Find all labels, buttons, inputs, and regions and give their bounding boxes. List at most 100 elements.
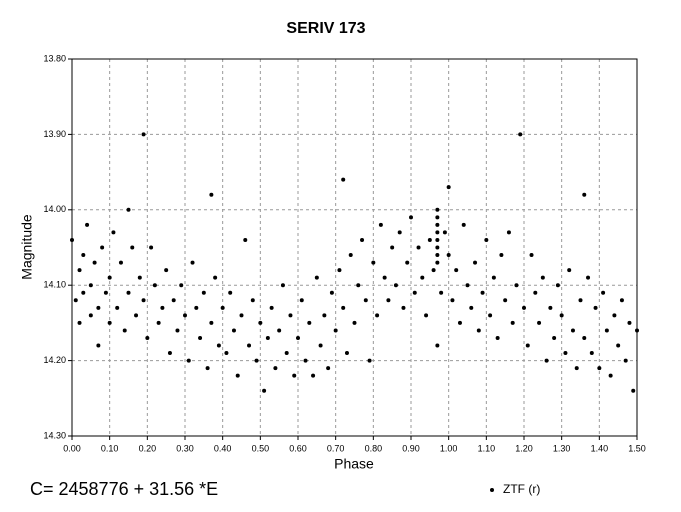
data-point — [435, 222, 440, 227]
legend-label: ZTF (r) — [503, 482, 540, 496]
data-point — [167, 351, 172, 356]
data-point — [461, 222, 466, 227]
data-point — [303, 358, 308, 363]
x-tick-label: 0.60 — [289, 443, 307, 453]
data-point — [427, 237, 432, 242]
data-point — [375, 313, 380, 318]
data-point — [623, 358, 628, 363]
data-point — [484, 237, 489, 242]
data-point — [111, 230, 116, 235]
data-point — [593, 305, 598, 310]
data-point — [81, 290, 86, 295]
data-point — [190, 260, 195, 265]
data-point — [635, 328, 639, 333]
data-point — [612, 313, 617, 318]
data-point — [88, 313, 93, 318]
data-point — [574, 366, 579, 371]
data-point — [92, 260, 97, 265]
data-point — [85, 222, 90, 227]
data-point — [103, 290, 108, 295]
data-point — [570, 328, 575, 333]
data-point — [356, 283, 361, 288]
data-point — [216, 343, 221, 348]
data-point — [424, 313, 429, 318]
y-tick-label: 14.00 — [43, 204, 66, 214]
data-point — [107, 320, 112, 325]
data-point — [179, 283, 184, 288]
x-tick-label: 0.50 — [252, 443, 270, 453]
data-point — [77, 320, 82, 325]
data-point — [175, 328, 180, 333]
data-point — [533, 290, 538, 295]
data-point — [582, 192, 587, 197]
data-point — [198, 335, 203, 340]
data-point — [288, 313, 293, 318]
data-point — [88, 283, 93, 288]
data-point — [115, 305, 120, 310]
data-point — [567, 268, 572, 273]
data-point — [616, 343, 621, 348]
data-point — [126, 207, 131, 212]
data-point — [231, 328, 236, 333]
data-point — [122, 328, 127, 333]
data-point — [544, 358, 549, 363]
data-point — [597, 366, 602, 371]
data-point — [601, 290, 606, 295]
data-point — [314, 275, 319, 280]
data-point — [318, 343, 323, 348]
plot-frame — [71, 58, 638, 437]
data-point — [548, 305, 553, 310]
data-point — [329, 290, 334, 295]
data-point — [465, 283, 470, 288]
data-point — [160, 305, 165, 310]
plot-area — [68, 58, 639, 440]
x-tick-label: 1.30 — [553, 443, 571, 453]
data-point — [559, 313, 564, 318]
data-point — [100, 245, 105, 250]
data-point — [409, 215, 413, 220]
x-tick-label: 1.00 — [440, 443, 458, 453]
data-point — [582, 335, 587, 340]
data-point — [552, 335, 557, 340]
data-point — [435, 207, 440, 212]
data-point — [495, 335, 500, 340]
data-point — [107, 275, 112, 280]
legend-marker — [490, 488, 494, 492]
data-point — [442, 230, 447, 235]
data-point — [186, 358, 191, 363]
y-axis-label: Magnitude — [19, 214, 35, 280]
data-point — [371, 260, 376, 265]
data-point — [209, 192, 214, 197]
data-point — [439, 290, 444, 295]
data-point — [348, 253, 353, 258]
data-point — [118, 260, 123, 265]
data-point — [284, 351, 289, 356]
x-tick-label: 0.00 — [63, 443, 81, 453]
data-point — [228, 290, 233, 295]
data-point — [412, 290, 417, 295]
x-tick-label: 1.20 — [515, 443, 533, 453]
data-point — [250, 298, 255, 303]
data-point — [209, 320, 214, 325]
data-point — [540, 275, 545, 280]
data-point — [435, 253, 440, 258]
data-point — [269, 305, 274, 310]
data-point — [589, 351, 594, 356]
data-point — [469, 305, 474, 310]
data-point — [631, 388, 636, 393]
data-point — [473, 260, 478, 265]
data-point — [431, 268, 436, 273]
data-point — [382, 275, 387, 280]
x-tick-label: 0.70 — [327, 443, 345, 453]
data-point — [277, 328, 282, 333]
data-point — [77, 268, 82, 273]
data-point — [273, 366, 278, 371]
data-point — [627, 320, 632, 325]
data-point — [311, 373, 316, 378]
data-point — [239, 313, 244, 318]
data-point — [480, 290, 485, 295]
data-point — [137, 275, 142, 280]
data-point — [608, 373, 613, 378]
